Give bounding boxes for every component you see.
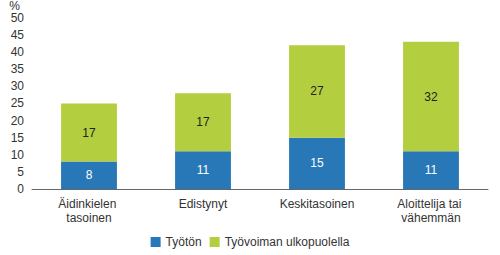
svg-text:10: 10: [11, 148, 25, 162]
svg-text:Edistynyt: Edistynyt: [179, 197, 228, 211]
svg-text:tasoinen: tasoinen: [66, 211, 111, 225]
svg-text:Työtön: Työtön: [166, 235, 202, 249]
svg-text:32: 32: [424, 90, 438, 104]
svg-text:Äidinkielen: Äidinkielen: [58, 197, 119, 211]
svg-text:27: 27: [310, 84, 324, 98]
svg-text:Keskitasoinen: Keskitasoinen: [280, 197, 355, 211]
svg-text:40: 40: [11, 45, 25, 59]
svg-text:35: 35: [11, 62, 25, 76]
svg-text:15: 15: [310, 156, 324, 170]
svg-text:5: 5: [17, 165, 24, 179]
svg-text:50: 50: [11, 11, 25, 25]
svg-text:11: 11: [197, 163, 210, 177]
svg-text:0: 0: [17, 182, 24, 196]
svg-text:11: 11: [425, 163, 438, 177]
svg-text:30: 30: [11, 79, 25, 93]
svg-text:Työvoiman ulkopuolella: Työvoiman ulkopuolella: [225, 235, 350, 249]
svg-text:25: 25: [11, 96, 25, 110]
svg-text:Aloittelija tai: Aloittelija tai: [397, 197, 464, 211]
svg-text:15: 15: [11, 131, 25, 145]
svg-text:45: 45: [11, 28, 25, 42]
svg-text:vähemmän: vähemmän: [401, 211, 460, 225]
svg-text:20: 20: [11, 114, 25, 128]
svg-text:17: 17: [82, 126, 96, 140]
svg-text:8: 8: [86, 168, 93, 182]
svg-text:17: 17: [196, 115, 210, 129]
